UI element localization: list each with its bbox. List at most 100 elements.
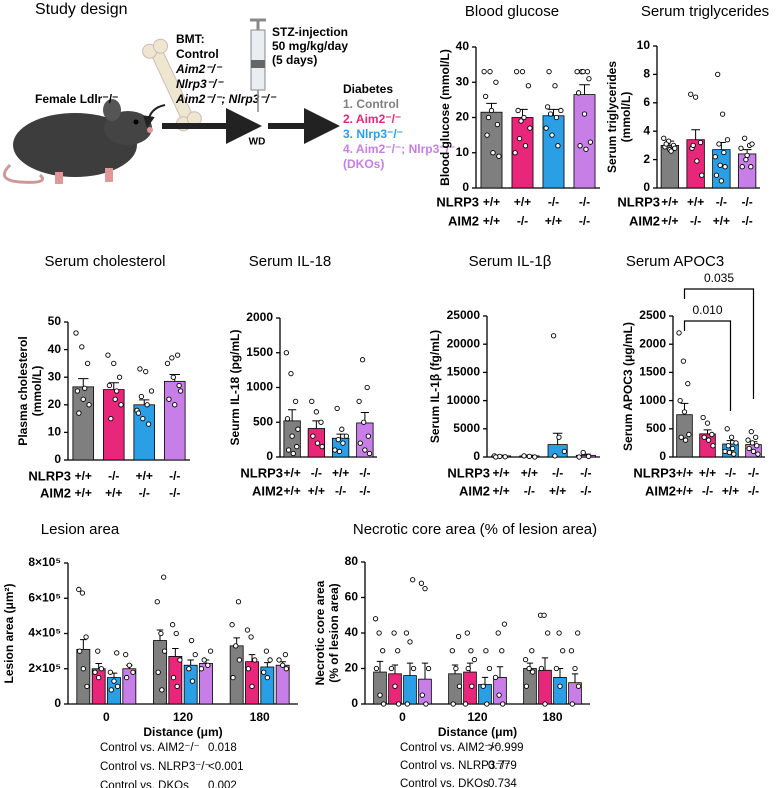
data-point [522,143,529,149]
data-point [464,630,470,636]
data-point [718,178,725,184]
data-point [116,374,123,380]
data-point [105,352,111,358]
data-point [755,451,761,457]
data-point [678,434,684,440]
data-point [577,143,583,149]
data-point [483,648,489,654]
data-point [484,132,490,138]
data-point [543,125,549,131]
data-point [86,402,92,408]
data-point [229,622,235,628]
data-point [114,388,120,394]
data-point [549,132,555,138]
data-point [733,440,739,446]
data-point [676,330,682,336]
data-point [80,666,86,672]
y-tick-label: 8 [643,67,650,81]
data-point [694,158,700,164]
x-tick-label: 120 [173,710,193,724]
data-point [80,396,86,402]
data-point [205,662,211,668]
genotype-label: -/- [741,195,752,209]
genotype-label: +/+ [308,484,325,498]
data-point [722,164,728,170]
data-point [339,426,345,432]
data-point [175,352,181,358]
data-point [726,449,733,456]
error-bar [139,399,150,405]
y-tick-label: 10 [48,425,62,439]
bmt-group: Aim2⁻/⁻ [175,62,223,76]
data-point [380,701,387,707]
error-bar [78,378,89,387]
data-point [423,701,429,707]
chart-title: Serum triglycerides [641,3,769,20]
data-point [235,599,242,605]
data-point [198,666,205,672]
y-tick-label: 1000 [246,380,273,394]
data-point [480,683,486,689]
data-point [754,443,760,449]
genotype-row-name: NLRP3 [28,468,71,483]
data-point [164,360,171,367]
genotype-label: +/+ [283,466,300,480]
data-point [552,453,558,459]
data-point [318,419,324,425]
error-bar [703,429,712,434]
genotype-row-name: NLRP3 [633,465,676,480]
y-tick-label: 10 [637,38,651,52]
y-tick-label: 40 [345,625,359,639]
y-axis-label: Serum APOC3 (μg/mL) [621,322,635,451]
y-tick-label: 20 [345,661,359,675]
data-point [373,665,380,672]
data-point [745,437,751,443]
data-point [584,69,591,75]
bmt-heading: BMT: [176,32,205,46]
data-point [189,678,196,684]
chart-title: Serum APOC3 [626,253,724,270]
data-point [750,448,757,455]
data-point [705,437,712,443]
genotype-row-name: AIM2 [459,483,490,498]
data-point [79,590,86,596]
genotype-label: +/+ [492,484,509,498]
data-point [392,683,398,689]
data-point [403,630,410,636]
genotype-label: +/+ [492,466,509,480]
data-point [583,146,589,152]
y-tick-label: 15000 [447,365,481,379]
data-point [357,440,363,446]
genotype-label: +/+ [722,484,739,498]
data-point [541,612,547,618]
data-point [395,648,401,654]
data-point [748,164,754,170]
y-axis-label: Necrotic core area [313,580,327,685]
data-point [728,434,735,440]
outcome-group: 4. Aim2⁻/⁻; Nlrp3⁻/⁻ [343,142,455,156]
y-axis-label: (mmol/L) [30,366,44,417]
data-point [500,701,506,707]
genotype-label: -/- [690,214,701,228]
y-tick-label: 2×10⁵ [28,661,61,675]
error-bar [481,676,489,685]
data-point [404,701,410,707]
y-tick-label: 80 [345,554,359,568]
data-point [716,141,722,147]
data-point [114,683,121,690]
error-bar [406,662,414,676]
data-point [546,69,552,75]
data-point [114,650,120,656]
data-point [130,669,136,675]
y-tick-label: 50 [48,314,62,328]
error-bar [691,129,701,140]
data-point [550,333,557,339]
x-tick-label: 0 [399,710,406,724]
y-tick-label: 4 [643,123,650,137]
data-point [744,152,750,158]
data-point [493,454,499,460]
error-bar [187,659,194,666]
data-point [556,434,562,440]
genotype-label: -/- [702,484,713,498]
data-point [166,396,172,402]
